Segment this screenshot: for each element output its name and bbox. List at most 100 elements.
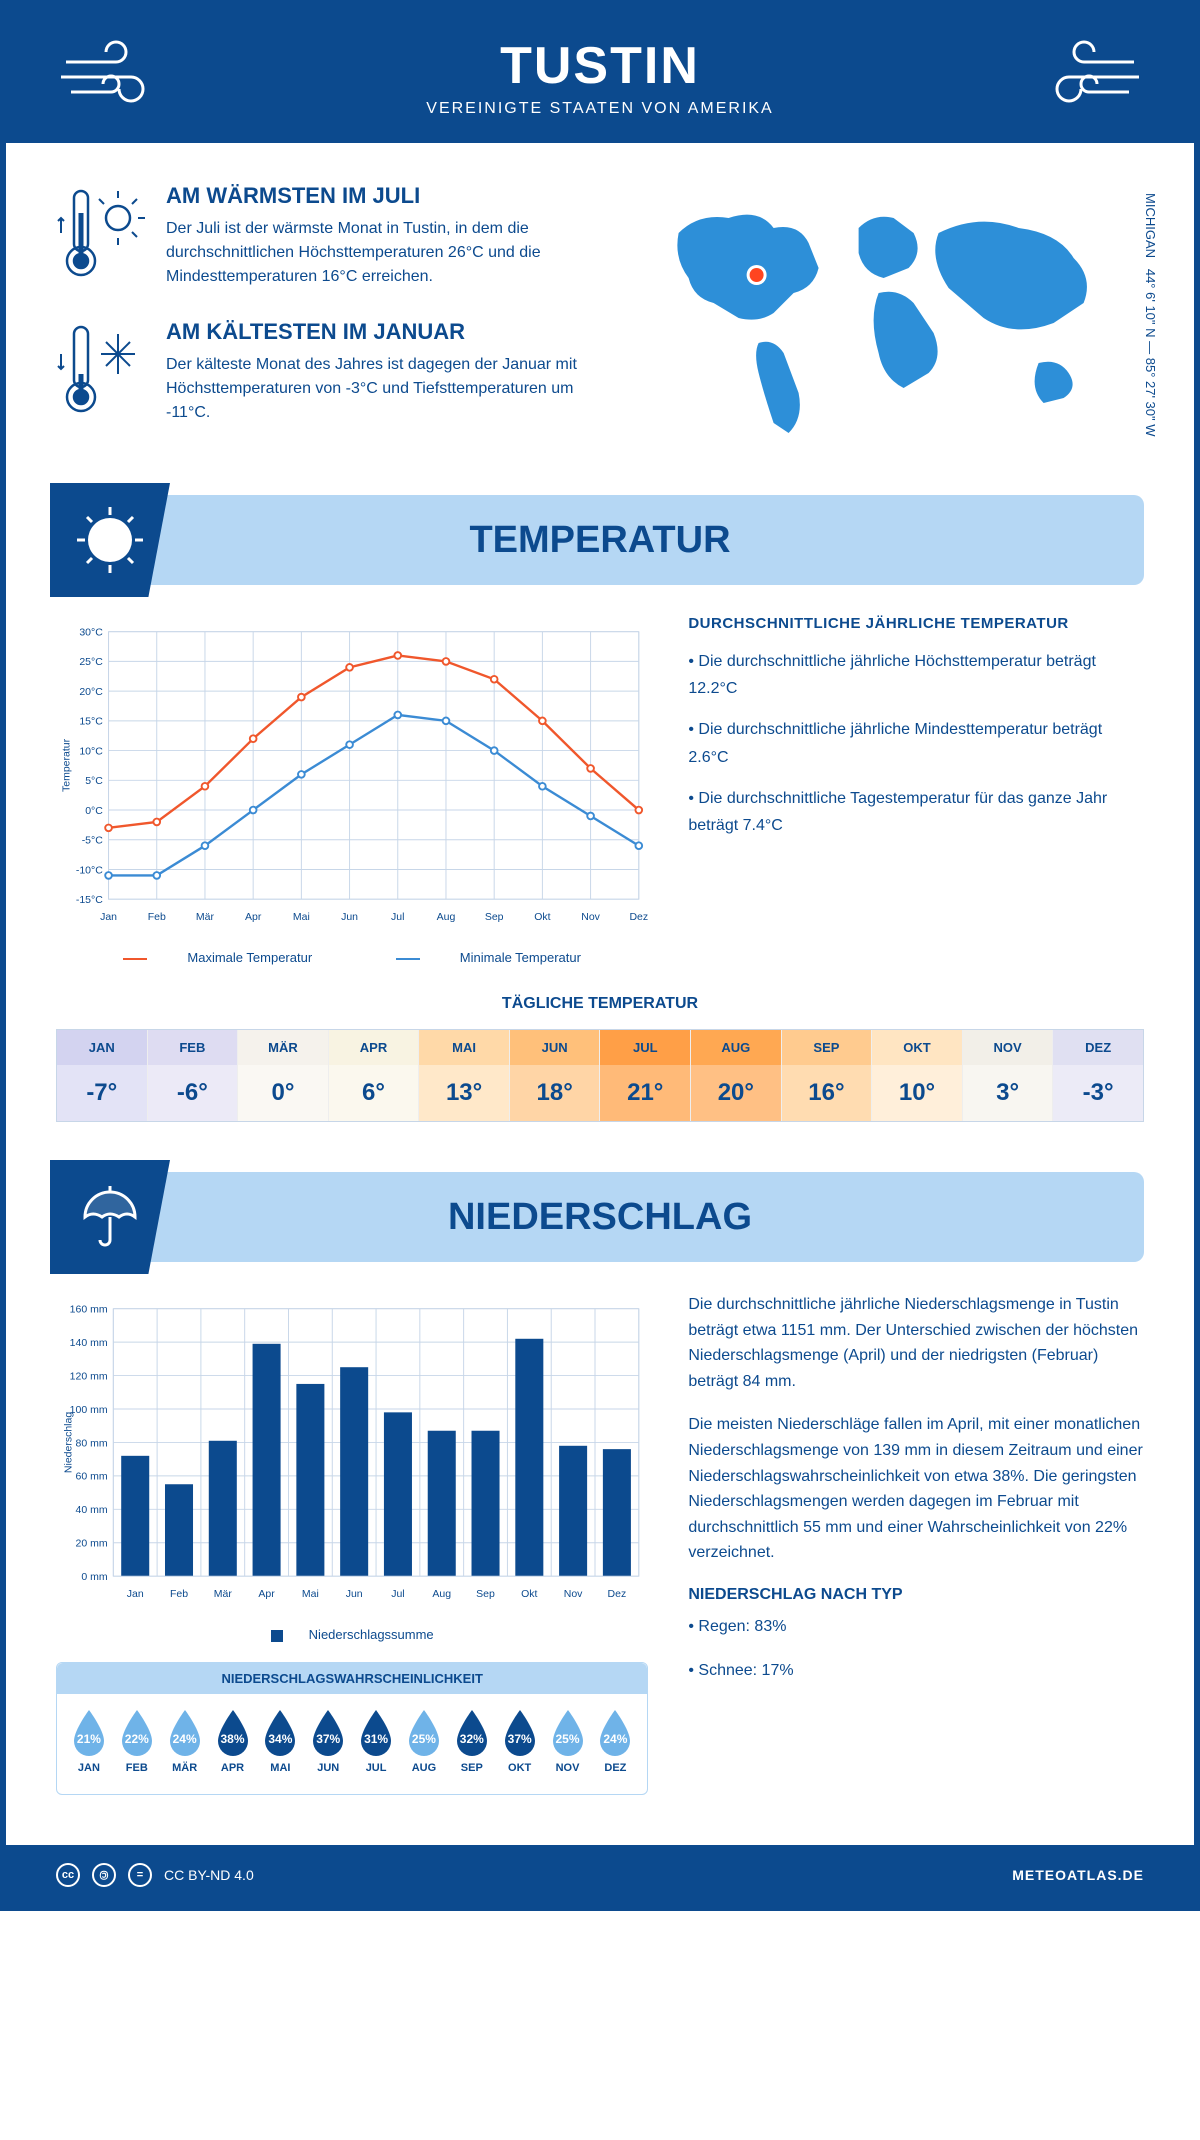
svg-text:Sep: Sep xyxy=(476,1588,495,1600)
svg-text:Mär: Mär xyxy=(214,1588,233,1600)
svg-text:Jun: Jun xyxy=(341,911,358,923)
svg-text:Jan: Jan xyxy=(100,911,117,923)
svg-text:-10°C: -10°C xyxy=(76,864,103,876)
coldest-text: Der kälteste Monat des Jahres ist dagege… xyxy=(166,353,593,425)
cc-icon: cc xyxy=(56,1863,80,1887)
svg-text:Temperatur: Temperatur xyxy=(60,738,72,792)
temperature-line-chart: -15°C-10°C-5°C0°C5°C10°C15°C20°C25°C30°C… xyxy=(56,615,648,965)
svg-text:30°C: 30°C xyxy=(79,627,103,639)
svg-text:Mai: Mai xyxy=(293,911,310,923)
svg-text:Mär: Mär xyxy=(196,911,215,923)
svg-text:Jun: Jun xyxy=(346,1588,363,1600)
svg-text:160 mm: 160 mm xyxy=(70,1304,108,1316)
climate-summary: AM WÄRMSTEN IM JULI Der Juli ist der wär… xyxy=(56,183,593,455)
svg-text:Feb: Feb xyxy=(148,911,166,923)
sun-icon xyxy=(75,505,145,575)
warmest-text: Der Juli ist der wärmste Monat in Tustin… xyxy=(166,217,593,289)
svg-text:20 mm: 20 mm xyxy=(75,1538,107,1550)
coldest-title: AM KÄLTESTEN IM JANUAR xyxy=(166,319,593,345)
umbrella-icon xyxy=(75,1182,145,1252)
footer: cc 🄯 = CC BY-ND 4.0 METEOATLAS.DE xyxy=(6,1845,1194,1905)
svg-text:Okt: Okt xyxy=(521,1588,537,1600)
temp-cell: APR6° xyxy=(329,1030,420,1121)
svg-text:Niederschlag: Niederschlag xyxy=(62,1412,74,1473)
thermometer-cold-icon xyxy=(56,319,146,419)
temp-cell: SEP16° xyxy=(782,1030,873,1121)
daily-temperature-table: JAN-7°FEB-6°MÄR0°APR6°MAI13°JUN18°JUL21°… xyxy=(56,1029,1144,1122)
svg-text:Dez: Dez xyxy=(629,911,648,923)
probability-drop: 37%OKT xyxy=(496,1708,544,1774)
svg-text:25°C: 25°C xyxy=(79,656,103,668)
temp-cell: MAI13° xyxy=(419,1030,510,1121)
precipitation-probability-box: NIEDERSCHLAGSWAHRSCHEINLICHKEIT 21%JAN22… xyxy=(56,1662,648,1795)
svg-text:140 mm: 140 mm xyxy=(70,1337,108,1349)
temp-cell: MÄR0° xyxy=(238,1030,329,1121)
svg-text:Dez: Dez xyxy=(608,1588,627,1600)
probability-drop: 38%APR xyxy=(209,1708,257,1774)
svg-text:Feb: Feb xyxy=(170,1588,188,1600)
temp-cell: OKT10° xyxy=(872,1030,963,1121)
by-icon: 🄯 xyxy=(92,1863,116,1887)
temp-cell: JAN-7° xyxy=(57,1030,148,1121)
probability-drop: 21%JAN xyxy=(65,1708,113,1774)
temp-cell: FEB-6° xyxy=(148,1030,239,1121)
warmest-title: AM WÄRMSTEN IM JULI xyxy=(166,183,593,209)
nd-icon: = xyxy=(128,1863,152,1887)
precipitation-text: Die durchschnittliche jährliche Niedersc… xyxy=(688,1292,1144,1795)
svg-text:60 mm: 60 mm xyxy=(75,1471,107,1483)
probability-drop: 31%JUL xyxy=(352,1708,400,1774)
svg-text:20°C: 20°C xyxy=(79,686,103,698)
svg-text:Apr: Apr xyxy=(245,911,262,923)
svg-text:0°C: 0°C xyxy=(85,805,103,817)
svg-text:40 mm: 40 mm xyxy=(75,1504,107,1516)
temp-cell: DEZ-3° xyxy=(1053,1030,1143,1121)
temp-cell: JUN18° xyxy=(510,1030,601,1121)
svg-text:Apr: Apr xyxy=(258,1588,275,1600)
temperature-section-header: TEMPERATUR xyxy=(56,495,1144,585)
svg-text:Nov: Nov xyxy=(581,911,600,923)
temperature-heading: TEMPERATUR xyxy=(469,519,730,562)
world-map: MICHIGAN 44° 6' 10" N — 85° 27' 30" W xyxy=(633,183,1144,455)
infographic-container: TUSTIN VEREINIGTE STAATEN VON AMERIKA AM… xyxy=(0,0,1200,1911)
svg-text:0 mm: 0 mm xyxy=(81,1571,108,1583)
svg-text:15°C: 15°C xyxy=(79,716,103,728)
temp-cell: NOV3° xyxy=(963,1030,1054,1121)
svg-text:Sep: Sep xyxy=(485,911,504,923)
svg-text:Jul: Jul xyxy=(391,1588,404,1600)
wind-icon-left xyxy=(56,37,166,117)
temp-cell: AUG20° xyxy=(691,1030,782,1121)
coordinates: MICHIGAN 44° 6' 10" N — 85° 27' 30" W xyxy=(1143,193,1158,437)
svg-text:-5°C: -5°C xyxy=(82,835,104,847)
svg-text:120 mm: 120 mm xyxy=(70,1370,108,1382)
svg-text:Jul: Jul xyxy=(391,911,404,923)
precipitation-heading: NIEDERSCHLAG xyxy=(448,1196,752,1239)
thermometer-hot-icon xyxy=(56,183,146,283)
svg-text:Aug: Aug xyxy=(437,911,456,923)
probability-drop: 22%FEB xyxy=(113,1708,161,1774)
svg-text:80 mm: 80 mm xyxy=(75,1437,107,1449)
probability-drop: 24%MÄR xyxy=(161,1708,209,1774)
svg-text:Nov: Nov xyxy=(564,1588,583,1600)
svg-text:-15°C: -15°C xyxy=(76,894,103,906)
svg-text:Mai: Mai xyxy=(302,1588,319,1600)
site-name: METEOATLAS.DE xyxy=(1012,1867,1144,1883)
probability-drop: 34%MAI xyxy=(256,1708,304,1774)
probability-drop: 37%JUN xyxy=(304,1708,352,1774)
svg-text:5°C: 5°C xyxy=(85,775,103,787)
wind-icon-right xyxy=(1034,37,1144,117)
probability-drop: 32%SEP xyxy=(448,1708,496,1774)
svg-text:Aug: Aug xyxy=(432,1588,451,1600)
header: TUSTIN VEREINIGTE STAATEN VON AMERIKA xyxy=(6,6,1194,143)
temp-cell: JUL21° xyxy=(600,1030,691,1121)
precipitation-chart-legend: Niederschlagssumme xyxy=(56,1627,648,1642)
probability-drop: 25%NOV xyxy=(544,1708,592,1774)
temperature-chart-legend: Maximale Temperatur Minimale Temperatur xyxy=(56,950,648,965)
probability-drop: 25%AUG xyxy=(400,1708,448,1774)
city-title: TUSTIN xyxy=(166,36,1034,96)
svg-text:100 mm: 100 mm xyxy=(70,1404,108,1416)
svg-text:Okt: Okt xyxy=(534,911,550,923)
country-subtitle: VEREINIGTE STAATEN VON AMERIKA xyxy=(166,100,1034,118)
daily-temp-heading: TÄGLICHE TEMPERATUR xyxy=(56,995,1144,1013)
precipitation-section-header: NIEDERSCHLAG xyxy=(56,1172,1144,1262)
precipitation-bar-chart: 0 mm 20 mm 40 mm 60 mm 80 mm 100 mm 120 mm 140 … xyxy=(56,1292,648,1642)
